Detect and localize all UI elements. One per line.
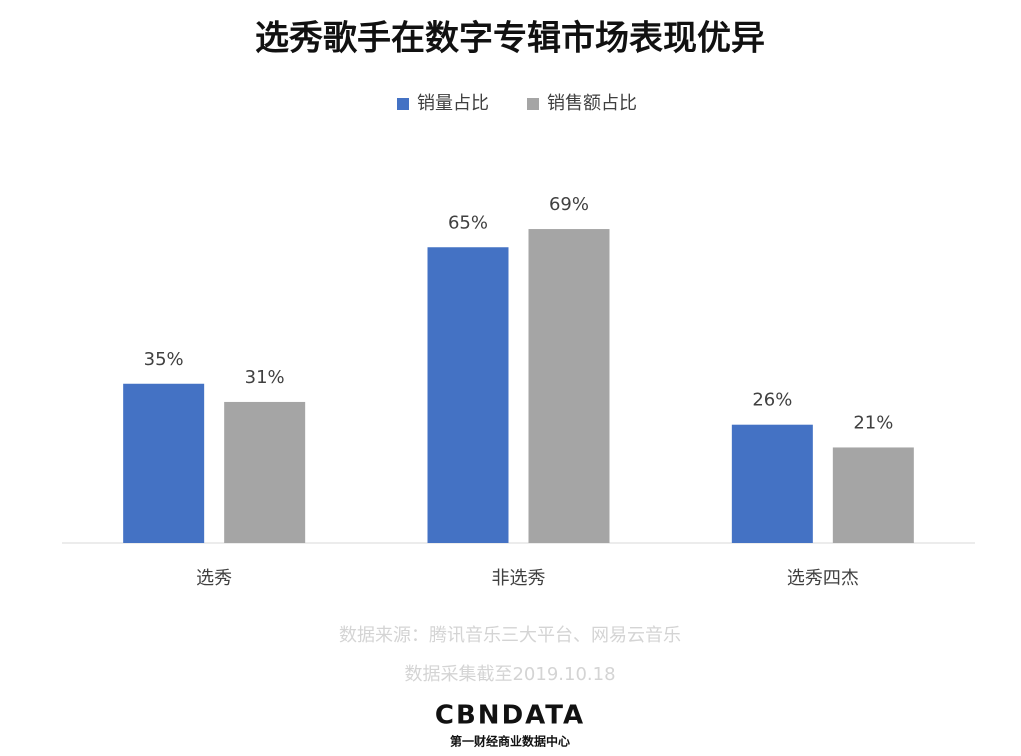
value-label: 26% (752, 390, 792, 411)
bar (832, 447, 914, 543)
value-label: 69% (549, 194, 589, 215)
bar (731, 424, 813, 543)
x-tick-label: 选秀 (196, 568, 232, 589)
bar (123, 383, 205, 543)
source-note: 数据来源：腾讯音乐三大平台、网易云音乐 (339, 625, 681, 646)
bar (224, 401, 306, 543)
value-label: 35% (144, 349, 184, 370)
logo: CBNDATA (435, 701, 585, 731)
value-label: 21% (853, 412, 893, 433)
value-label: 65% (448, 212, 488, 233)
legend-label: 销售额占比 (547, 93, 637, 114)
x-tick-label: 非选秀 (492, 568, 546, 589)
legend-swatch (397, 98, 409, 110)
legend-swatch (527, 98, 539, 110)
date-note: 数据采集截至2019.10.18 (404, 664, 615, 685)
x-tick-label: 选秀四杰 (787, 568, 859, 589)
chart-title: 选秀歌手在数字专辑市场表现优异 (255, 19, 765, 59)
logo-subtitle: 第一财经商业数据中心 (450, 734, 570, 749)
bar (528, 229, 610, 544)
legend-label: 销量占比 (417, 93, 489, 114)
value-label: 31% (245, 367, 285, 388)
bar (427, 247, 509, 543)
